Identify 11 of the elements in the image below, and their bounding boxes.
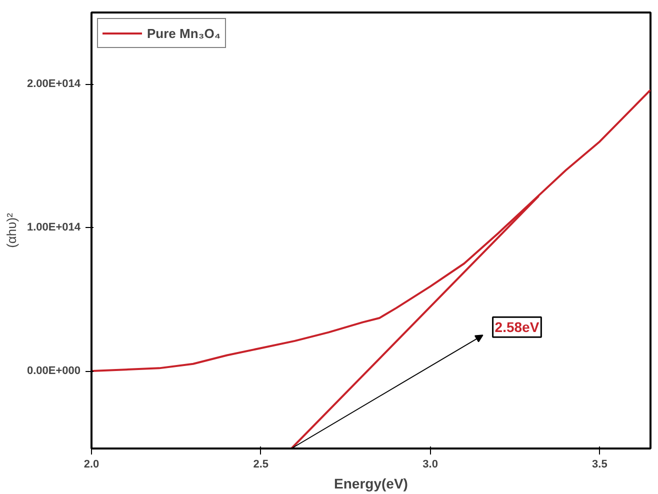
x-tick-label: 2.5	[253, 458, 269, 470]
legend-label: Pure Mn₃O₄	[147, 26, 221, 40]
annotation: 2.58eV	[494, 319, 540, 336]
y-tick-label: 2.00E+014	[26, 78, 82, 90]
x-axis-title: Energy(eV)	[334, 476, 408, 492]
y-tick-label: 0.00E+000	[26, 365, 81, 378]
x-tick-label: 3.5	[592, 458, 608, 470]
x-tick-label: 2.0	[84, 458, 100, 470]
x-tick-label: 3.0	[422, 458, 438, 470]
y-axis-title: (αhυ)²	[4, 212, 19, 248]
y-tick-label: 1.00E+014	[26, 222, 82, 234]
